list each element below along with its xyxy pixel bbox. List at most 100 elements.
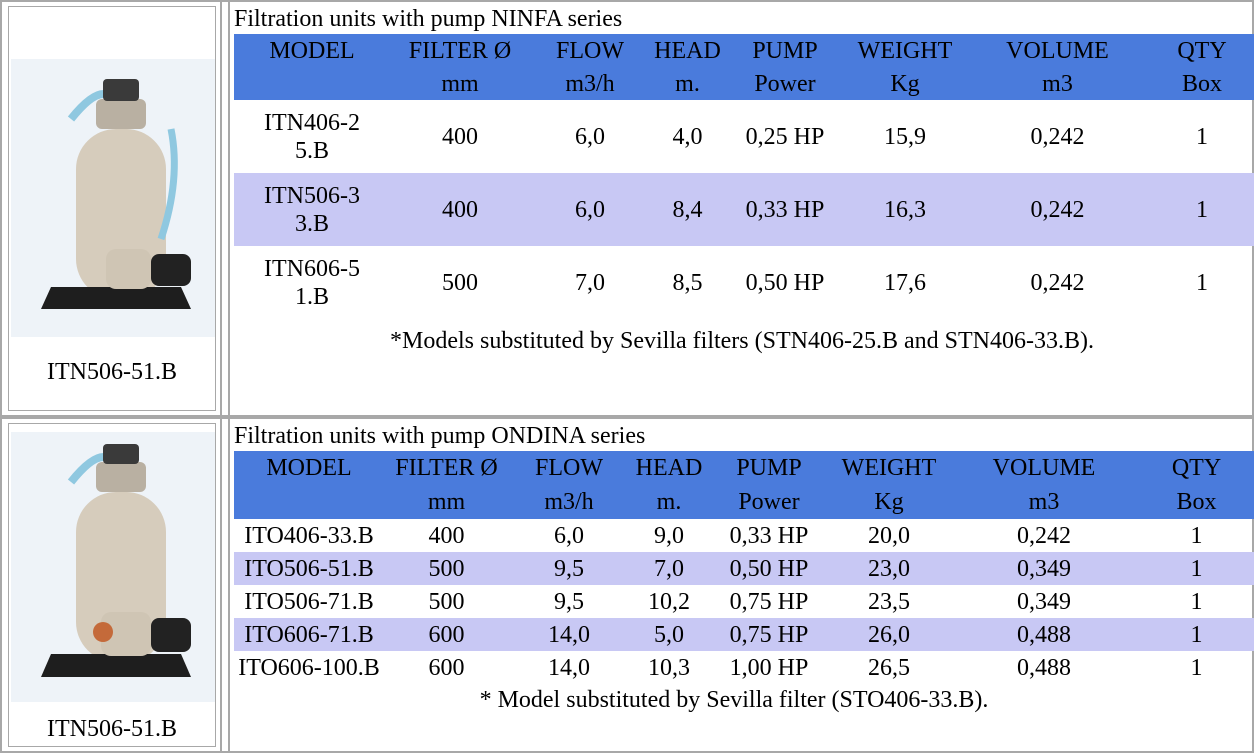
value-cell: 1 (1139, 585, 1254, 618)
header-cell: QTY (1150, 34, 1254, 67)
value-cell: 15,9 (845, 100, 965, 173)
value-cell: 400 (390, 100, 530, 173)
value-cell: 1 (1139, 651, 1254, 684)
value-cell: 7,0 (530, 246, 650, 319)
value-cell: 10,2 (629, 585, 709, 618)
model-cell: ITN506-33.B (234, 173, 390, 246)
value-cell: 8,5 (650, 246, 725, 319)
header-cell: m3/h (509, 485, 629, 519)
value-cell: 0,33 HP (709, 519, 829, 552)
value-cell: 10,3 (629, 651, 709, 684)
product-image (11, 59, 215, 337)
value-cell: 0,75 HP (709, 585, 829, 618)
header-cell: Kg (829, 485, 949, 519)
section-title: Filtration units with pump ONDINA series (234, 421, 1252, 451)
model-cell: ITN606-51.B (234, 246, 390, 319)
header-cell: Box (1139, 485, 1254, 519)
model-cell: ITO506-71.B (234, 585, 384, 618)
value-cell: 26,5 (829, 651, 949, 684)
value-cell: 1 (1150, 246, 1254, 319)
value-cell: 9,5 (509, 552, 629, 585)
value-cell: 0,75 HP (709, 618, 829, 651)
header-cell: FILTER Ø (384, 451, 509, 485)
model-cell: ITO606-100.B (234, 651, 384, 684)
value-cell: 20,0 (829, 519, 949, 552)
image-cell: ITN506-51.B (8, 423, 216, 747)
value-cell: 14,0 (509, 618, 629, 651)
section: ITN506-51.B Filtration units with pump O… (0, 417, 1254, 753)
header-cell: m. (629, 485, 709, 519)
section-title: Filtration units with pump NINFA series (234, 4, 1252, 34)
value-cell: 0,242 (965, 246, 1150, 319)
image-caption: ITN506-51.B (9, 716, 215, 743)
header-cell: Power (709, 485, 829, 519)
value-cell: 1,00 HP (709, 651, 829, 684)
value-cell: 14,0 (509, 651, 629, 684)
value-cell: 0,33 HP (725, 173, 845, 246)
header-cell: HEAD (650, 34, 725, 67)
value-cell: 23,5 (829, 585, 949, 618)
header-cell: m. (650, 67, 725, 100)
value-cell: 23,0 (829, 552, 949, 585)
page: ITN506-51.B Filtration units with pump N… (0, 0, 1254, 753)
value-cell: 16,3 (845, 173, 965, 246)
divider (220, 419, 230, 751)
content: Filtration units with pump ONDINA series… (234, 421, 1252, 716)
header-cell: VOLUME (949, 451, 1139, 485)
value-cell: 0,242 (965, 100, 1150, 173)
value-cell: 600 (384, 651, 509, 684)
header-cell (234, 485, 384, 519)
header-cell: MODEL (234, 34, 390, 67)
value-cell: 1 (1139, 618, 1254, 651)
image-caption: ITN506-51.B (9, 359, 215, 386)
header-cell: WEIGHT (829, 451, 949, 485)
pump-illustration (11, 59, 215, 337)
model-cell: ITN406-25.B (234, 100, 390, 173)
value-cell: 9,5 (509, 585, 629, 618)
header-cell: Kg (845, 67, 965, 100)
footnote: * Model substituted by Sevilla filter (S… (234, 684, 1234, 716)
header-cell: MODEL (234, 451, 384, 485)
value-cell: 6,0 (530, 173, 650, 246)
model-cell: ITO506-51.B (234, 552, 384, 585)
footnote: *Models substituted by Sevilla filters (… (234, 325, 1254, 357)
header-cell: PUMP (709, 451, 829, 485)
header-cell: FLOW (530, 34, 650, 67)
value-cell: 6,0 (530, 100, 650, 173)
header-cell: mm (390, 67, 530, 100)
value-cell: 1 (1139, 519, 1254, 552)
header-cell: m3 (965, 67, 1150, 100)
pump-illustration (11, 432, 215, 702)
header-cell: mm (384, 485, 509, 519)
value-cell: 4,0 (650, 100, 725, 173)
header-cell: VOLUME (965, 34, 1150, 67)
header-cell: Box (1150, 67, 1254, 100)
value-cell: 600 (384, 618, 509, 651)
value-cell: 500 (384, 552, 509, 585)
value-cell: 0,242 (965, 173, 1150, 246)
value-cell: 1 (1150, 100, 1254, 173)
header-cell: m3/h (530, 67, 650, 100)
value-cell: 9,0 (629, 519, 709, 552)
value-cell: 7,0 (629, 552, 709, 585)
value-cell: 26,0 (829, 618, 949, 651)
value-cell: 0,488 (949, 651, 1139, 684)
header-cell: m3 (949, 485, 1139, 519)
value-cell: 0,50 HP (709, 552, 829, 585)
value-cell: 1 (1139, 552, 1254, 585)
header-cell (234, 67, 390, 100)
value-cell: 8,4 (650, 173, 725, 246)
value-cell: 5,0 (629, 618, 709, 651)
